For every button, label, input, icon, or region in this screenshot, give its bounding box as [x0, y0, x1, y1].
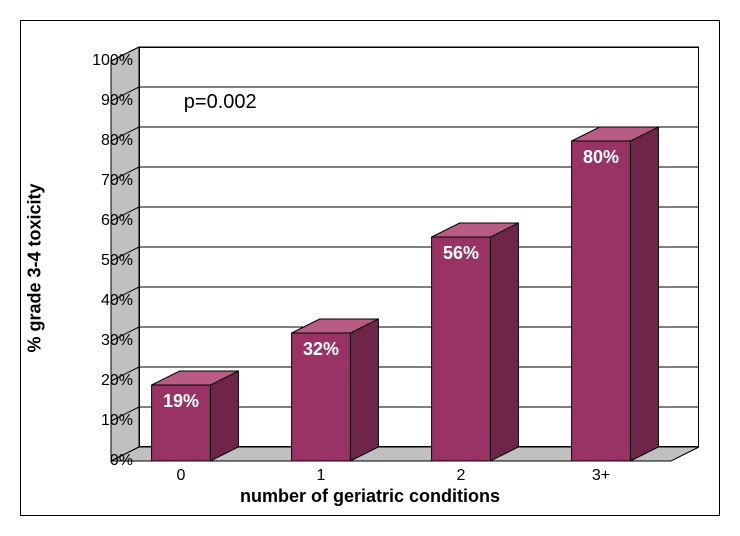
y-tick-label: 80%	[73, 132, 133, 150]
y-tick-label: 10%	[73, 412, 133, 430]
bar-value-label: 19%	[163, 391, 199, 412]
y-tick-label: 30%	[73, 332, 133, 350]
bar-value-label: 32%	[303, 339, 339, 360]
y-tick-label: 100%	[73, 52, 133, 70]
y-tick-label: 20%	[73, 372, 133, 390]
y-tick-label: 0%	[73, 452, 133, 470]
x-axis-label: number of geriatric conditions	[240, 486, 500, 507]
y-tick-label: 70%	[73, 172, 133, 190]
y-axis-label: % grade 3-4 toxicity	[25, 183, 46, 352]
x-tick-label: 2	[457, 467, 466, 485]
bar-value-label: 56%	[443, 243, 479, 264]
x-tick-label: 1	[317, 467, 326, 485]
y-tick-label: 40%	[73, 292, 133, 310]
x-tick-label: 3+	[592, 467, 610, 485]
y-tick-label: 60%	[73, 212, 133, 230]
p-value-annotation: p=0.002	[184, 91, 257, 114]
bar-value-label: 80%	[583, 147, 619, 168]
chart-frame: % grade 3-4 toxicity number of geriatric…	[20, 20, 720, 516]
y-tick-label: 90%	[73, 92, 133, 110]
x-tick-label: 0	[177, 467, 186, 485]
y-tick-label: 50%	[73, 252, 133, 270]
